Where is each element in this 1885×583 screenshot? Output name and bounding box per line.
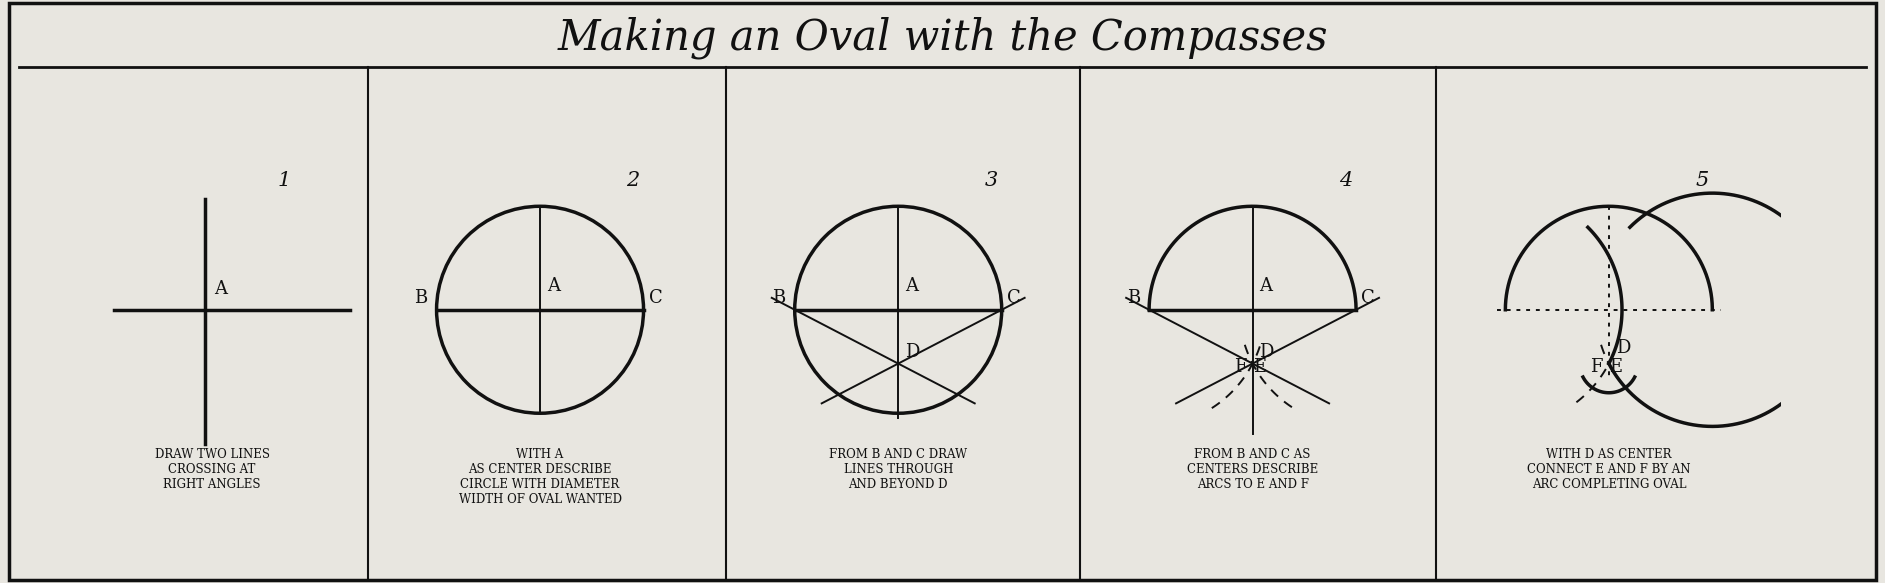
Text: FROM B AND C DRAW
LINES THROUGH
AND BEYOND D: FROM B AND C DRAW LINES THROUGH AND BEYO… <box>829 448 967 491</box>
Text: B: B <box>1127 289 1140 307</box>
Text: D: D <box>1615 339 1631 357</box>
Text: 1: 1 <box>277 171 290 189</box>
Text: A: A <box>905 277 918 295</box>
Text: D: D <box>905 343 920 361</box>
Text: DRAW TWO LINES
CROSSING AT
RIGHT ANGLES: DRAW TWO LINES CROSSING AT RIGHT ANGLES <box>155 448 270 491</box>
Text: 5: 5 <box>1695 171 1708 189</box>
Text: 2: 2 <box>626 171 639 189</box>
Text: A: A <box>1259 277 1272 295</box>
Text: C: C <box>1007 289 1020 307</box>
Text: A: A <box>547 277 560 295</box>
Text: C: C <box>648 289 662 307</box>
Text: F: F <box>1589 358 1602 376</box>
Text: WITH D AS CENTER
CONNECT E AND F BY AN
ARC COMPLETING OVAL: WITH D AS CENTER CONNECT E AND F BY AN A… <box>1527 448 1691 491</box>
Text: D: D <box>1259 343 1274 361</box>
Text: E: E <box>1610 358 1621 376</box>
Text: FROM B AND C AS
CENTERS DESCRIBE
ARCS TO E AND F: FROM B AND C AS CENTERS DESCRIBE ARCS TO… <box>1188 448 1318 491</box>
Text: B: B <box>773 289 786 307</box>
Text: 4: 4 <box>1338 171 1352 189</box>
Text: Making an Oval with the Compasses: Making an Oval with the Compasses <box>558 17 1327 59</box>
Text: E: E <box>1252 358 1265 376</box>
Text: B: B <box>415 289 428 307</box>
Text: A: A <box>213 280 226 298</box>
Text: WITH A
AS CENTER DESCRIBE
CIRCLE WITH DIAMETER
WIDTH OF OVAL WANTED: WITH A AS CENTER DESCRIBE CIRCLE WITH DI… <box>458 448 622 505</box>
Text: 3: 3 <box>984 171 997 189</box>
Text: C: C <box>1361 289 1374 307</box>
Text: F: F <box>1233 358 1246 376</box>
